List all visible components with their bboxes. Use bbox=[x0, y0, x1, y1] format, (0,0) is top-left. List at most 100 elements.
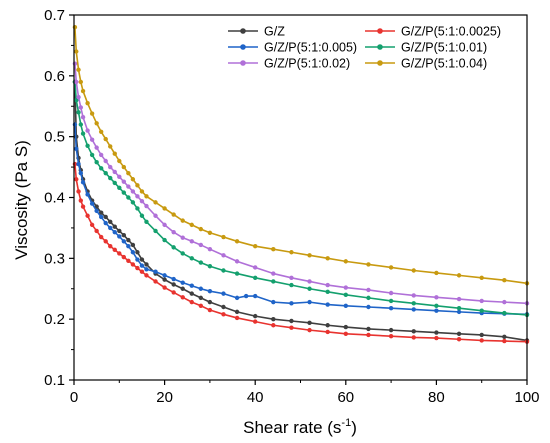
data-point bbox=[94, 160, 99, 165]
data-point bbox=[153, 269, 158, 274]
data-point bbox=[366, 304, 371, 310]
data-point bbox=[234, 315, 240, 321]
data-point bbox=[171, 290, 176, 295]
data-point bbox=[117, 174, 122, 180]
data-point bbox=[434, 295, 439, 300]
data-point bbox=[72, 61, 78, 66]
legend-swatch-marker bbox=[377, 60, 383, 66]
axes-layer: 0 20 40 60 80 100 0.1 0.2 0.3 0.4 0.5 0.6 0.7 bbox=[44, 7, 539, 406]
legend-item: G/Z bbox=[228, 25, 285, 39]
series-layer bbox=[72, 24, 530, 344]
data-point bbox=[434, 335, 439, 341]
data-point bbox=[388, 327, 394, 333]
data-point bbox=[78, 79, 84, 85]
data-point bbox=[307, 327, 312, 333]
data-point bbox=[234, 309, 240, 315]
data-point bbox=[456, 296, 462, 302]
data-point bbox=[234, 271, 240, 276]
y-tick-label: 0.2 bbox=[44, 311, 65, 328]
data-point bbox=[76, 94, 81, 100]
data-point bbox=[76, 110, 81, 115]
data-point bbox=[234, 295, 240, 301]
data-point bbox=[180, 286, 185, 291]
data-point bbox=[78, 198, 84, 203]
legend-label: G/Z/P(5:1:0.005) bbox=[264, 41, 357, 55]
data-point bbox=[80, 204, 86, 209]
data-point bbox=[98, 210, 104, 215]
y-tick-label: 0.1 bbox=[44, 372, 65, 389]
data-point bbox=[171, 245, 176, 250]
data-point bbox=[162, 273, 167, 278]
x-axis-label: Shear rate (s-1) bbox=[243, 417, 357, 437]
data-point bbox=[434, 303, 439, 308]
data-point bbox=[89, 137, 95, 142]
x-tick-label: 80 bbox=[428, 389, 445, 406]
x-tick-label: 20 bbox=[156, 389, 173, 406]
data-point bbox=[456, 309, 462, 315]
data-point bbox=[411, 301, 416, 306]
data-point bbox=[103, 239, 108, 244]
data-point bbox=[171, 276, 176, 282]
data-point bbox=[139, 198, 145, 204]
data-point bbox=[221, 253, 226, 258]
data-point bbox=[180, 251, 185, 256]
data-point bbox=[139, 269, 145, 274]
data-point bbox=[343, 324, 348, 330]
data-point bbox=[343, 292, 348, 298]
data-point bbox=[253, 265, 258, 270]
data-point bbox=[144, 219, 149, 225]
data-point bbox=[198, 303, 204, 308]
data-point bbox=[126, 258, 131, 263]
data-point bbox=[207, 247, 213, 252]
data-point bbox=[343, 331, 348, 336]
data-point bbox=[271, 299, 276, 305]
data-point bbox=[234, 239, 240, 244]
legend-label: G/Z/P(5:1:0.01) bbox=[401, 41, 487, 55]
legend-label: G/Z/P(5:1:0.02) bbox=[264, 57, 350, 71]
x-tick-label: 100 bbox=[514, 389, 539, 406]
data-point bbox=[366, 262, 371, 267]
data-point bbox=[479, 298, 484, 304]
data-point bbox=[180, 280, 185, 285]
data-point bbox=[198, 242, 204, 248]
legend-swatch-marker bbox=[240, 28, 246, 34]
data-point bbox=[130, 262, 136, 267]
data-point bbox=[456, 306, 462, 311]
data-point bbox=[108, 219, 113, 225]
data-point bbox=[243, 293, 249, 299]
data-point bbox=[411, 335, 416, 340]
data-point bbox=[139, 263, 145, 268]
data-point bbox=[189, 299, 194, 305]
data-point bbox=[234, 259, 240, 264]
data-point bbox=[153, 228, 158, 234]
legend-label: G/Z bbox=[264, 25, 285, 39]
data-point bbox=[153, 213, 158, 218]
x-axis-label-text: Shear rate (s bbox=[243, 418, 341, 437]
data-point bbox=[98, 214, 104, 220]
data-point bbox=[80, 88, 86, 94]
data-point bbox=[112, 229, 117, 235]
data-point bbox=[434, 330, 439, 335]
data-point bbox=[198, 295, 204, 301]
legend-label: G/Z/P(5:1:0.04) bbox=[401, 57, 487, 71]
data-point bbox=[89, 201, 95, 206]
data-point bbox=[108, 243, 113, 249]
data-point bbox=[289, 250, 294, 255]
data-point bbox=[76, 161, 81, 167]
data-point bbox=[388, 290, 394, 296]
y-axis-label: Viscosity (Pa S) bbox=[12, 140, 31, 260]
data-point bbox=[121, 233, 127, 238]
data-point bbox=[479, 275, 484, 280]
data-point bbox=[388, 298, 394, 304]
data-point bbox=[85, 128, 90, 133]
data-point bbox=[76, 67, 81, 72]
data-point bbox=[198, 260, 204, 265]
y-tick-label: 0.7 bbox=[44, 7, 65, 24]
data-point bbox=[366, 287, 371, 293]
data-point bbox=[74, 49, 79, 54]
data-point bbox=[121, 164, 127, 170]
data-point bbox=[98, 152, 104, 158]
data-point bbox=[325, 282, 330, 288]
